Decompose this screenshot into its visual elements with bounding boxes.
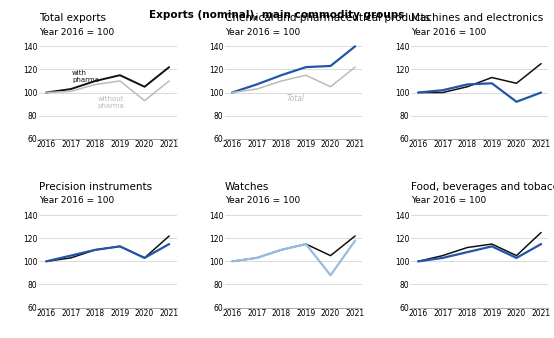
Text: Total: Total: [287, 94, 305, 103]
Text: Total exports: Total exports: [39, 13, 106, 23]
Text: Machines and electronics: Machines and electronics: [411, 13, 543, 23]
Text: Year 2016 = 100: Year 2016 = 100: [411, 28, 486, 37]
Text: Precision instruments: Precision instruments: [39, 182, 152, 192]
Text: Exports (nominal), main commodity groups: Exports (nominal), main commodity groups: [150, 10, 404, 20]
Text: Year 2016 = 100: Year 2016 = 100: [411, 196, 486, 206]
Text: Year 2016 = 100: Year 2016 = 100: [39, 28, 114, 37]
Text: Year 2016 = 100: Year 2016 = 100: [225, 28, 300, 37]
Text: without
pharma: without pharma: [98, 96, 125, 110]
Text: with
pharma: with pharma: [72, 70, 99, 83]
Text: Watches: Watches: [225, 182, 269, 192]
Text: Year 2016 = 100: Year 2016 = 100: [39, 196, 114, 206]
Text: Food, beverages and tobacco: Food, beverages and tobacco: [411, 182, 554, 192]
Text: Year 2016 = 100: Year 2016 = 100: [225, 196, 300, 206]
Text: Chemical and pharmaceutical products: Chemical and pharmaceutical products: [225, 13, 430, 23]
